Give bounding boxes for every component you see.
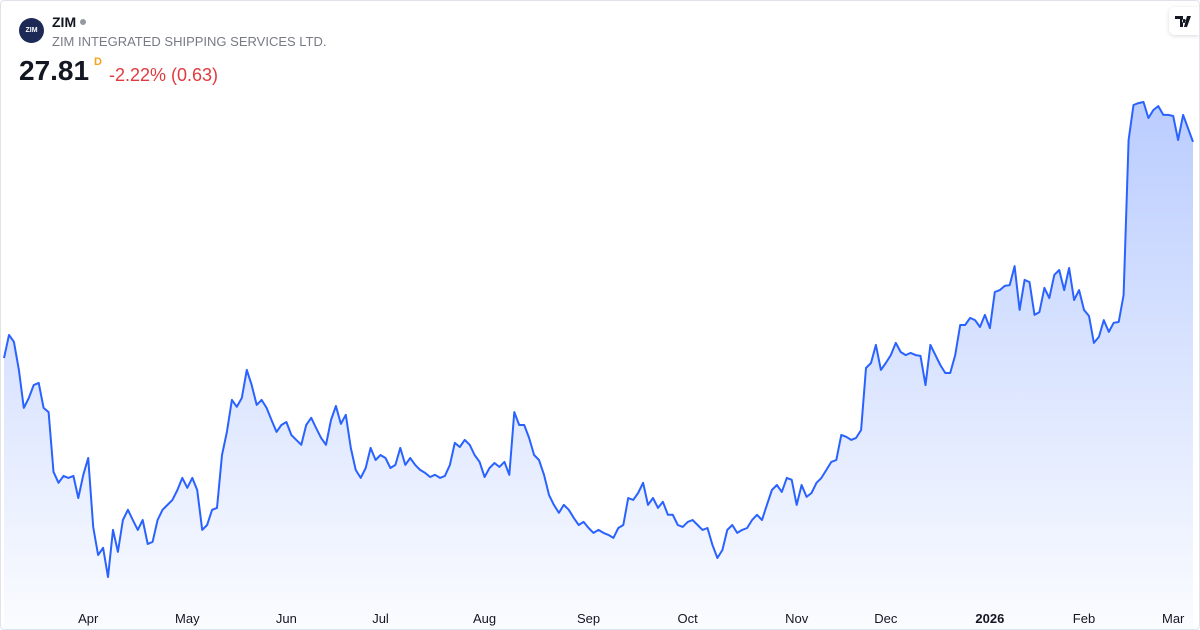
price: 27.81: [19, 55, 90, 86]
symbol-text[interactable]: ZIM: [52, 14, 77, 30]
x-tick-label: Sep: [577, 611, 600, 626]
company-name: ZIM INTEGRATED SHIPPING SERVICES LTD.: [52, 34, 327, 49]
interval: D: [94, 56, 102, 68]
x-tick-label: Jun: [276, 611, 297, 626]
price-line: [3, 101, 1194, 578]
tv-glyph: [1175, 16, 1191, 27]
x-tick-label: May: [175, 611, 200, 626]
price-change: -2.22% (0.63): [109, 65, 219, 85]
x-tick-label: Mar: [1162, 611, 1185, 626]
tradingview-logo[interactable]: [1169, 7, 1199, 35]
status-dot: [80, 19, 87, 25]
x-tick-label: 2026: [975, 611, 1004, 626]
x-tick-label: Dec: [874, 611, 898, 626]
logo: ZIM: [19, 18, 44, 43]
symbol[interactable]: ZIM: [52, 14, 87, 30]
x-tick-label: Jul: [372, 611, 389, 626]
tv-icon: [1175, 16, 1191, 27]
x-tick-label: Apr: [78, 611, 99, 626]
x-tick-label: Feb: [1073, 611, 1095, 626]
x-tick-label: Oct: [678, 611, 699, 626]
area-fill: [4, 102, 1193, 629]
x-tick-label: Nov: [785, 611, 809, 626]
x-tick-label: Aug: [473, 611, 496, 626]
